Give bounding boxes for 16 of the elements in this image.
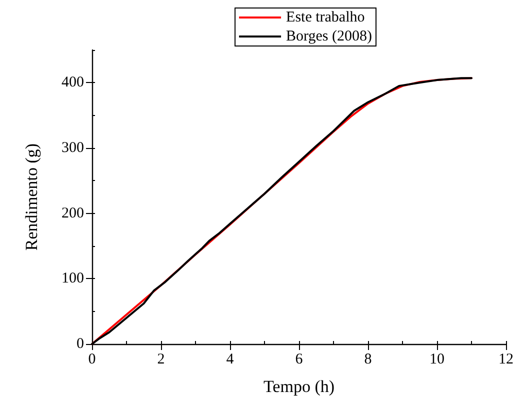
legend-label: Este trabalho — [286, 10, 365, 26]
x-tick-label: 8 — [364, 352, 372, 368]
y-tick-label: 200 — [62, 205, 84, 222]
x-tick-label: 12 — [498, 352, 514, 368]
y-tick-label: 300 — [62, 140, 84, 156]
x-tick-label: 4 — [226, 352, 234, 368]
y-tick-label: 0 — [76, 336, 84, 352]
x-tick-label: 6 — [295, 352, 304, 368]
y-tick-label: 100 — [62, 270, 84, 287]
x-axis-title: Tempo (h) — [263, 377, 335, 396]
legend-label: Borges (2008) — [286, 28, 372, 44]
x-tick-label: 2 — [157, 352, 165, 368]
x-tick-label: 0 — [88, 352, 96, 368]
y-tick-label: 400 — [62, 74, 84, 91]
x-tick-label: 10 — [430, 352, 444, 368]
y-axis-title: Rendimento (g) — [22, 143, 41, 251]
